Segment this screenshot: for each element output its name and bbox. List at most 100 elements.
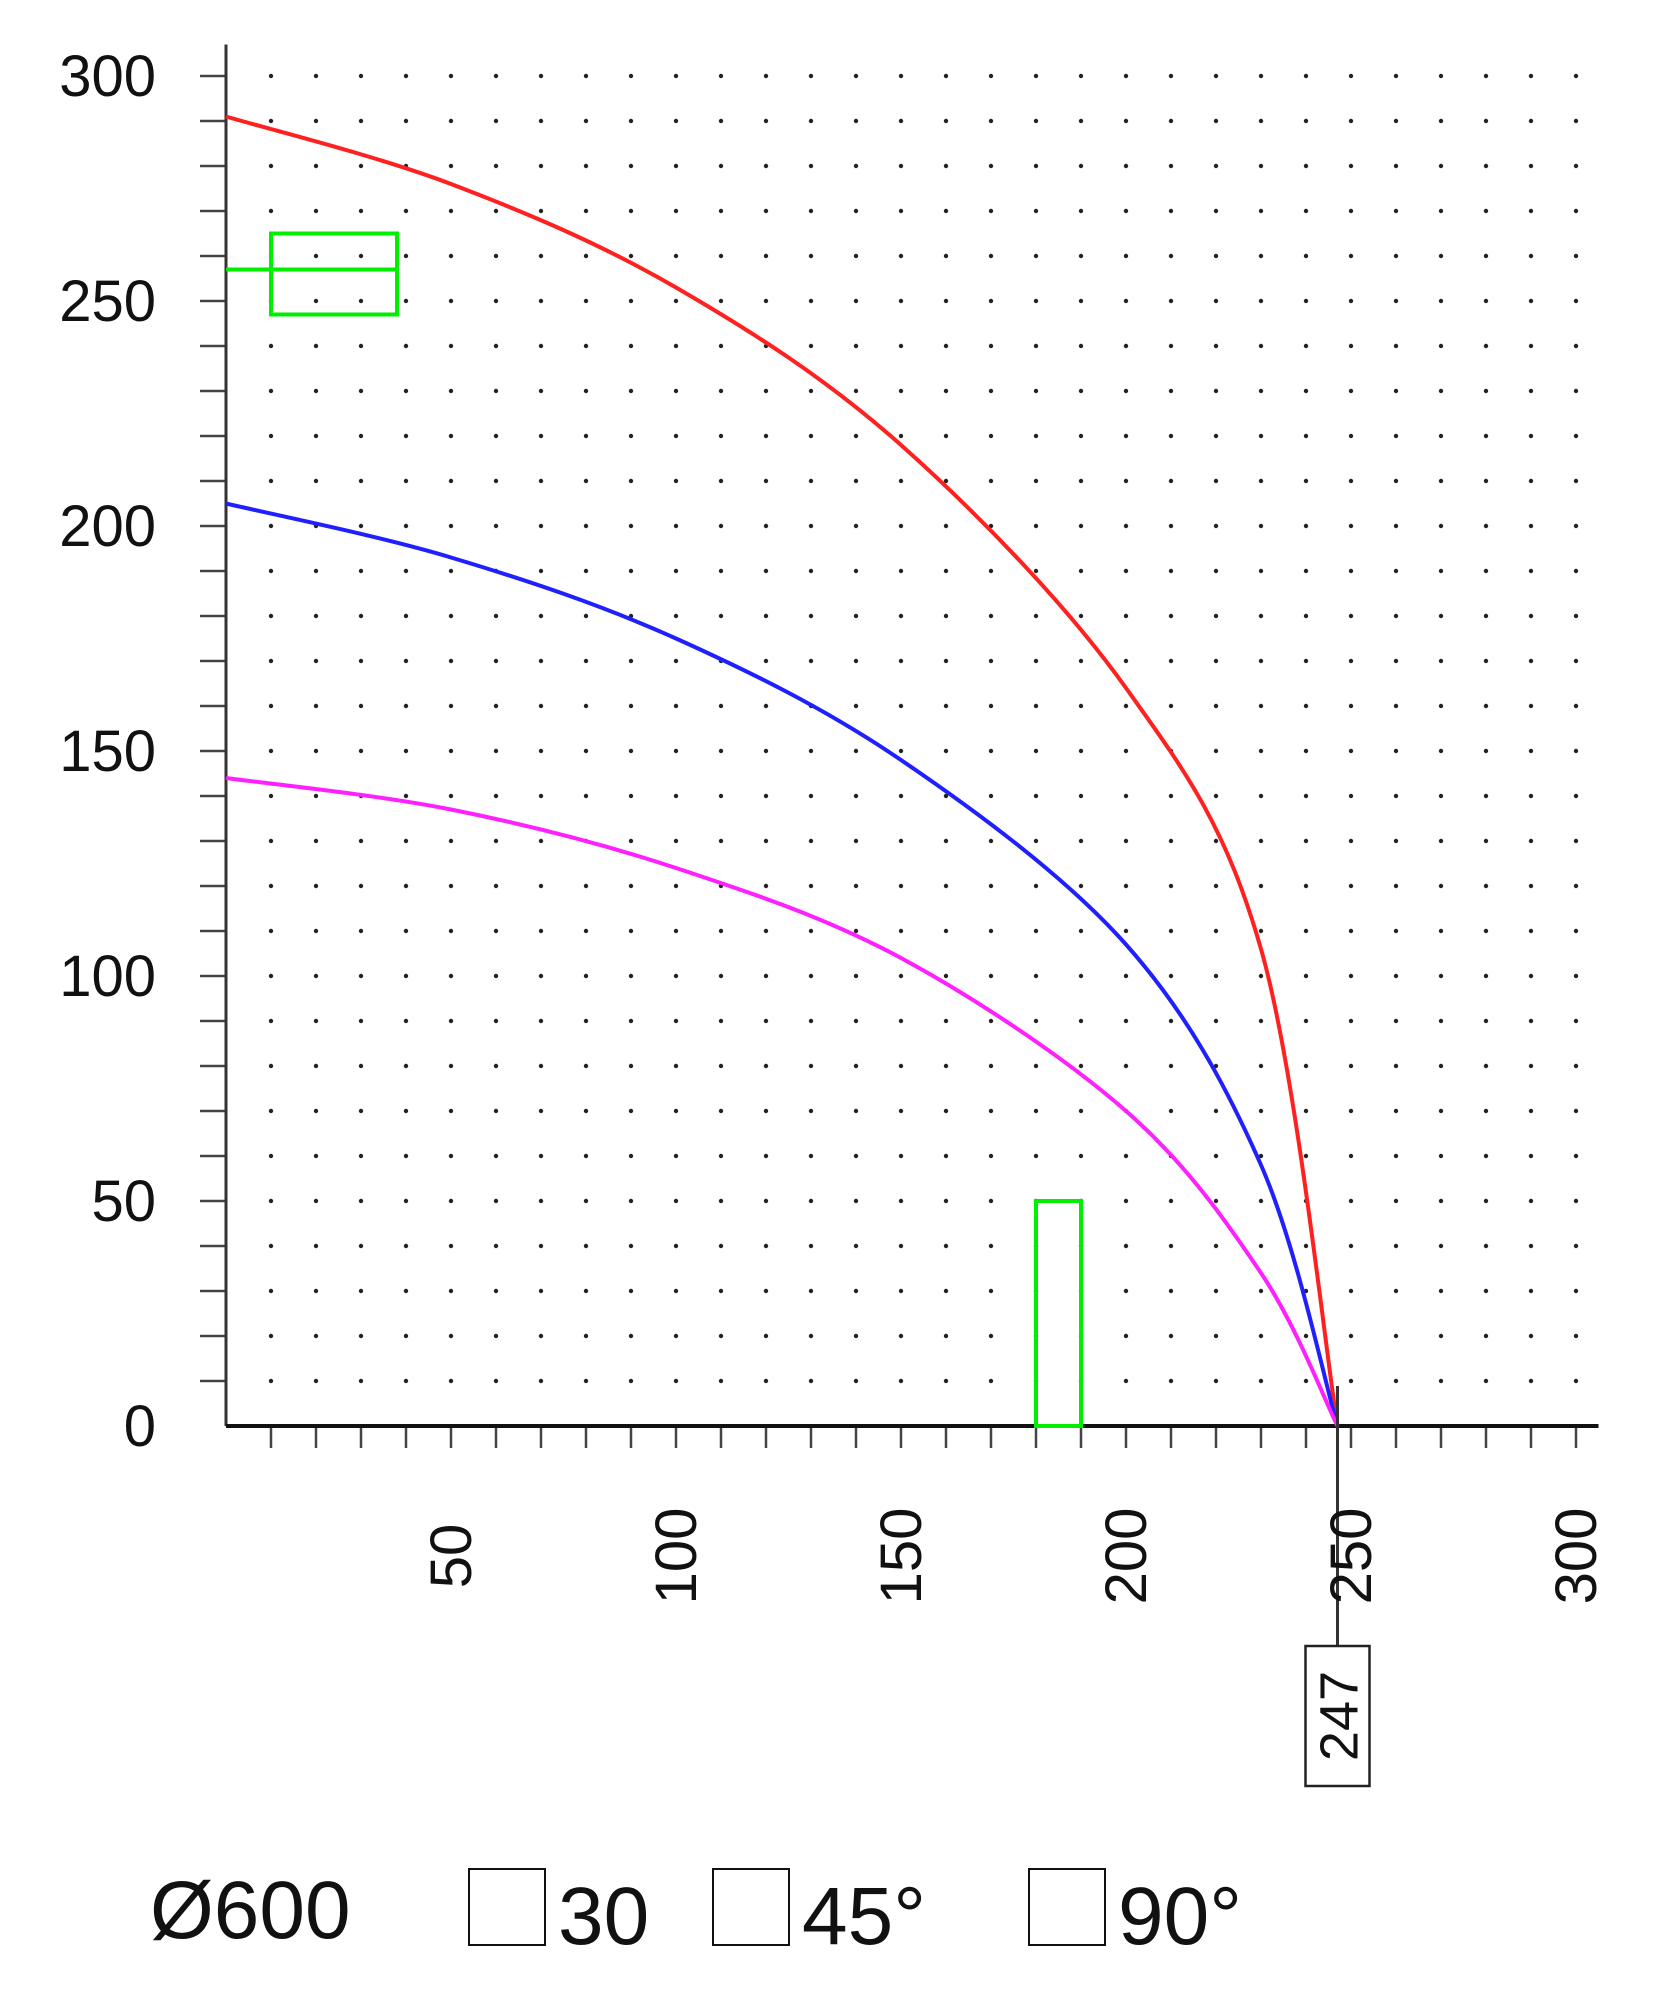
grid-dot <box>628 658 634 664</box>
legend: Ø600 30 45° 90° <box>0 1860 1660 1990</box>
grid-dot <box>1123 433 1129 439</box>
grid-dot <box>493 1243 499 1249</box>
grid-dot <box>448 163 454 169</box>
grid-dot <box>1033 748 1039 754</box>
grid-dot <box>718 433 724 439</box>
grid-dot <box>853 1063 859 1069</box>
grid-dot <box>1033 1153 1039 1159</box>
grid-dot <box>1168 163 1174 169</box>
grid-dot <box>628 163 634 169</box>
grid-dot <box>1213 1243 1219 1249</box>
grid-dot <box>718 838 724 844</box>
grid-dot <box>1258 1108 1264 1114</box>
grid-dot <box>1573 973 1579 979</box>
grid-dot <box>718 1153 724 1159</box>
grid-dot <box>1348 1378 1354 1384</box>
grid-dot <box>853 1108 859 1114</box>
grid-dot <box>1168 568 1174 574</box>
grid-dot <box>1438 973 1444 979</box>
grid-dot <box>1528 208 1534 214</box>
grid-dot <box>1258 1198 1264 1204</box>
grid-dot <box>1573 253 1579 259</box>
grid-dot <box>1393 838 1399 844</box>
grid-dot <box>853 973 859 979</box>
grid-dot <box>988 478 994 484</box>
grid-dot <box>1258 748 1264 754</box>
grid-dot <box>1483 568 1489 574</box>
grid-dot <box>358 523 364 529</box>
grid-dot <box>538 793 544 799</box>
grid-dot <box>898 568 904 574</box>
grid-dot <box>718 703 724 709</box>
grid-dot <box>718 388 724 394</box>
grid-dot <box>853 253 859 259</box>
grid-dot <box>1348 1333 1354 1339</box>
grid-dot <box>583 253 589 259</box>
grid-dot <box>1168 523 1174 529</box>
legend-item-30[interactable]: 30 <box>468 1864 649 1974</box>
grid-dot <box>988 568 994 574</box>
grid-dot <box>493 1378 499 1384</box>
grid-dot <box>403 838 409 844</box>
grid-dot <box>1078 838 1084 844</box>
grid-dot <box>898 1063 904 1069</box>
grid-dot <box>448 343 454 349</box>
grid-dot <box>628 1153 634 1159</box>
grid-dot <box>853 1198 859 1204</box>
grid-dot <box>448 703 454 709</box>
grid-dot <box>493 748 499 754</box>
grid-dot <box>1483 118 1489 124</box>
grid-dot <box>1483 433 1489 439</box>
grid-dot <box>358 208 364 214</box>
grid-dot <box>1303 388 1309 394</box>
grid-dot <box>1393 163 1399 169</box>
grid-dot <box>313 253 319 259</box>
grid-dot <box>403 1018 409 1024</box>
grid-dot <box>583 883 589 889</box>
grid-dot <box>1303 433 1309 439</box>
grid-dot <box>1483 1018 1489 1024</box>
grid-dot <box>1483 883 1489 889</box>
grid-dot <box>1348 163 1354 169</box>
grid-dot <box>673 883 679 889</box>
legend-checkbox-90[interactable] <box>1028 1868 1106 1946</box>
legend-checkbox-45[interactable] <box>712 1868 790 1946</box>
grid-dot <box>1483 928 1489 934</box>
grid-dot <box>1078 703 1084 709</box>
grid-dot <box>1393 343 1399 349</box>
grid-dot <box>718 298 724 304</box>
grid-dot <box>1528 388 1534 394</box>
grid-dot <box>583 748 589 754</box>
grid-dot <box>403 1333 409 1339</box>
grid-dot <box>1213 1198 1219 1204</box>
grid-dot <box>763 1288 769 1294</box>
grid-dot <box>1123 838 1129 844</box>
legend-checkbox-30[interactable] <box>468 1868 546 1946</box>
grid-dot <box>268 388 274 394</box>
grid-dot <box>1168 118 1174 124</box>
grid-dot <box>403 73 409 79</box>
grid-dot <box>1528 433 1534 439</box>
grid-dot <box>1348 118 1354 124</box>
grid-dot <box>313 838 319 844</box>
grid-dot <box>313 883 319 889</box>
grid-dot <box>403 1108 409 1114</box>
grid-dot <box>1438 73 1444 79</box>
grid-dot <box>1483 163 1489 169</box>
legend-item-90[interactable]: 90° <box>1028 1864 1242 1974</box>
overlay-rect-3 <box>1034 1199 1083 1428</box>
grid-dot <box>1123 613 1129 619</box>
grid-dot <box>1258 388 1264 394</box>
grid-dot <box>943 703 949 709</box>
grid-dot <box>1213 163 1219 169</box>
grid-dot <box>268 163 274 169</box>
grid-dot <box>1348 523 1354 529</box>
grid-dot <box>358 118 364 124</box>
grid-dot <box>583 478 589 484</box>
grid-dot <box>718 928 724 934</box>
legend-item-45[interactable]: 45° <box>712 1864 926 1974</box>
grid-dot <box>448 253 454 259</box>
grid-dot <box>1348 478 1354 484</box>
grid-dot <box>358 343 364 349</box>
grid-dot <box>313 1243 319 1249</box>
